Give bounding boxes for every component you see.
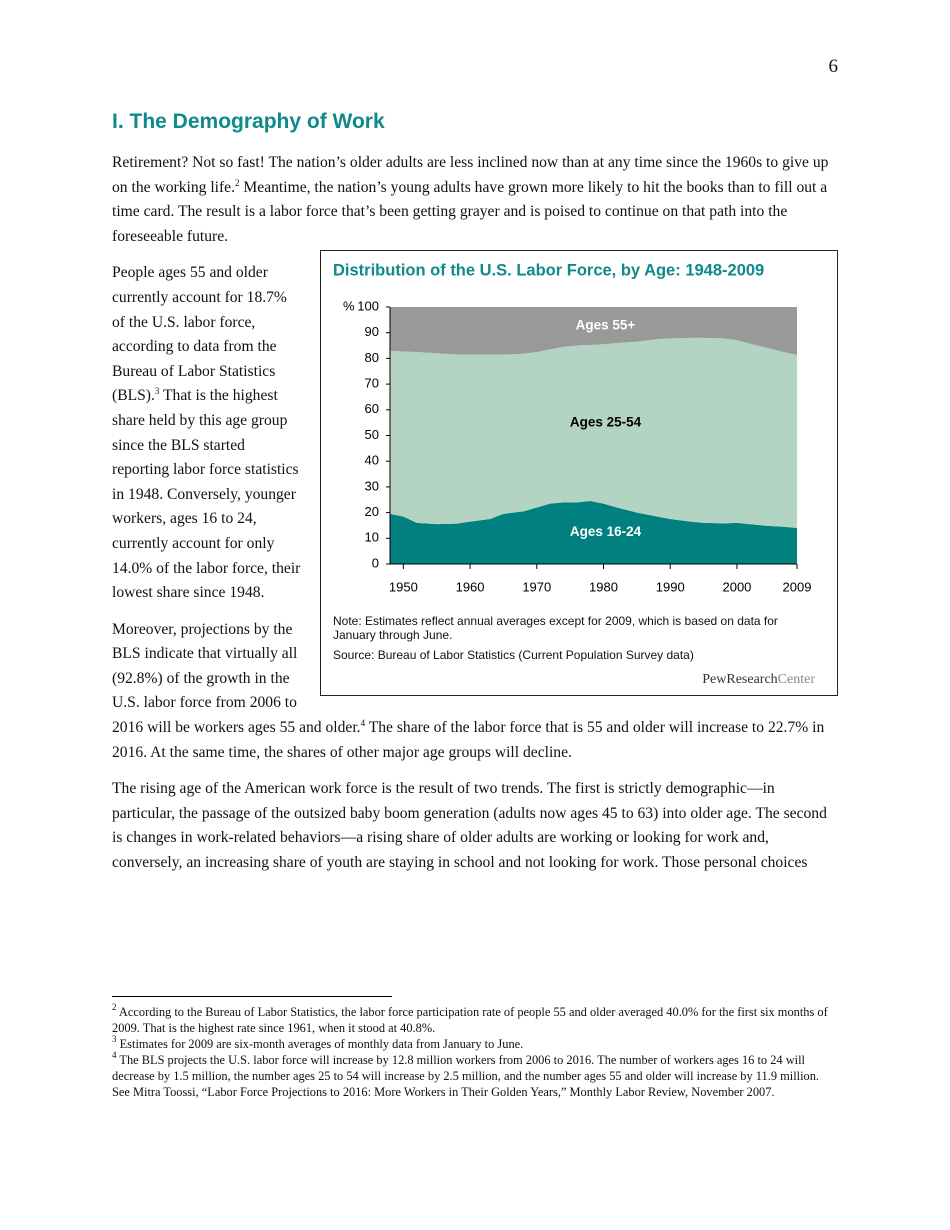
text: Moreover, projections by the BLS indicat… bbox=[112, 620, 361, 737]
x-tick-label: 1990 bbox=[656, 580, 685, 595]
footnote-number: 2 bbox=[112, 1002, 117, 1012]
text: People ages 55 and older currently accou… bbox=[112, 264, 287, 405]
heading: I. The Demography of Work bbox=[112, 110, 385, 133]
x-tick-label: 1970 bbox=[522, 580, 551, 595]
y-tick-label: 20 bbox=[365, 504, 379, 519]
y-tick-label: 70 bbox=[365, 376, 379, 391]
chart-credit: PewResearchCenter bbox=[702, 668, 815, 693]
x-tick-label: 1980 bbox=[589, 580, 618, 595]
y-tick-label: 40 bbox=[365, 453, 379, 468]
series-label: Ages 16-24 bbox=[570, 524, 642, 539]
y-tick-label: 0 bbox=[372, 556, 379, 571]
y-tick-label: 80 bbox=[365, 350, 379, 365]
chart-source: Source: Bureau of Labor Statistics (Curr… bbox=[333, 648, 694, 663]
footnote-ref: 4 bbox=[360, 718, 366, 729]
y-tick-label: 10 bbox=[365, 530, 379, 545]
x-tick-label: 1960 bbox=[456, 580, 485, 595]
footnote: 4 The BLS projects the U.S. labor force … bbox=[112, 1050, 838, 1100]
chart: Distribution of the U.S. Labor Force, by… bbox=[333, 262, 812, 595]
paragraph: The rising age of the American work forc… bbox=[112, 777, 838, 875]
body-text: Retirement? Not so fast! The nation’s ol… bbox=[112, 151, 838, 888]
x-tick-label: 2009 bbox=[783, 580, 812, 595]
credit: PewResearch bbox=[702, 672, 778, 688]
footnotes: 2 According to the Bureau of Labor Stati… bbox=[112, 1002, 838, 1100]
x-tick-label: 2000 bbox=[722, 580, 751, 595]
area bbox=[390, 501, 797, 565]
chart-note: Note: Estimates reflect annual averages … bbox=[333, 614, 778, 643]
y-unit: % bbox=[343, 299, 355, 314]
footnote: 2 According to the Bureau of Labor Stati… bbox=[112, 1002, 838, 1036]
paragraph: Retirement? Not so fast! The nation’s ol… bbox=[112, 151, 838, 249]
footnote-text: Estimates for 2009 are six-month average… bbox=[119, 1037, 524, 1051]
page-number: 6 bbox=[828, 56, 839, 77]
paragraph: Moreover, projections by the BLS indicat… bbox=[112, 618, 838, 766]
footnote-text: According to the Bureau of Labor Statist… bbox=[112, 1005, 828, 1035]
text: Meantime, the nation’s young adults have… bbox=[112, 178, 828, 245]
area bbox=[390, 307, 797, 356]
text: That is the highest share held by this a… bbox=[112, 387, 301, 602]
y-tick-label: 90 bbox=[365, 325, 379, 340]
text: The share of the labor force that is 55 … bbox=[112, 719, 825, 761]
footnote-text: The BLS projects the U.S. labor force wi… bbox=[112, 1053, 820, 1099]
x-tick-label: 1950 bbox=[389, 580, 418, 595]
series-label: Ages 55+ bbox=[576, 318, 636, 333]
y-tick-label: 30 bbox=[365, 479, 379, 494]
text: The rising age of the American work forc… bbox=[112, 780, 827, 872]
credit-suffix: Center bbox=[777, 672, 815, 688]
chart-box: Distribution of the U.S. Labor Force, by… bbox=[320, 250, 838, 697]
y-tick-label: 100 bbox=[357, 299, 379, 314]
footnote-number: 4 bbox=[112, 1050, 117, 1060]
area bbox=[390, 338, 797, 529]
paragraph: People ages 55 and older currently accou… bbox=[112, 261, 838, 605]
series-label: Ages 25-54 bbox=[570, 415, 642, 430]
footnote-ref: 2 bbox=[235, 177, 240, 188]
footnote-number: 3 bbox=[112, 1034, 117, 1044]
text: Retirement? Not so fast! The nation’s ol… bbox=[112, 154, 829, 196]
chart-title: Distribution of the U.S. Labor Force, by… bbox=[333, 262, 764, 280]
footnote-rule bbox=[112, 996, 392, 997]
y-tick-label: 50 bbox=[365, 427, 379, 442]
footnote: 3 Estimates for 2009 are six-month avera… bbox=[112, 1034, 838, 1052]
footnote-ref: 3 bbox=[154, 386, 160, 397]
y-tick-label: 60 bbox=[365, 402, 379, 417]
